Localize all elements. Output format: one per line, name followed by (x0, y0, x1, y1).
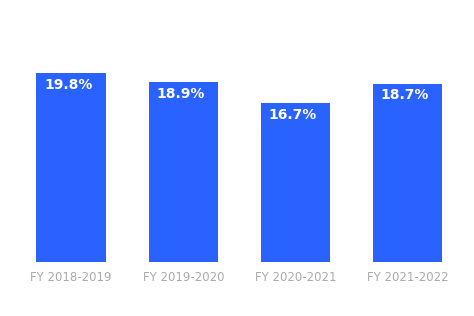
Bar (261, 103, 330, 262)
Text: 16.7%: 16.7% (269, 107, 317, 122)
Text: 18.9%: 18.9% (156, 87, 205, 100)
Text: Percent of total budget: Percent of total budget (142, 15, 332, 33)
Bar (148, 82, 218, 262)
Bar (36, 73, 106, 262)
Text: 18.7%: 18.7% (381, 88, 429, 102)
Bar (373, 84, 442, 262)
Text: 19.8%: 19.8% (44, 78, 92, 92)
